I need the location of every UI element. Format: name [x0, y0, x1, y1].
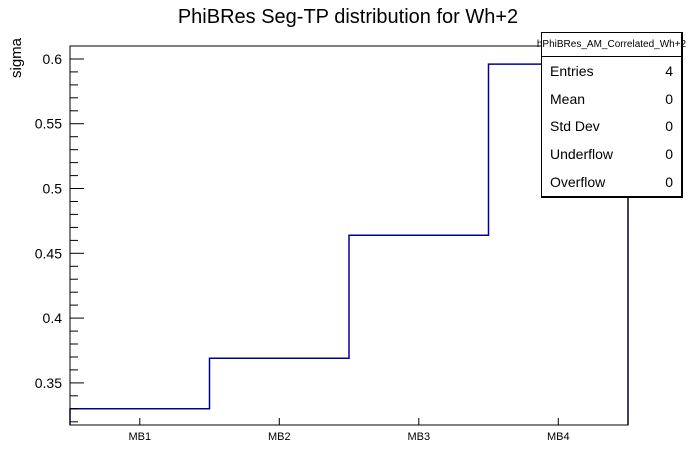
- y-tick-label: 0.45: [35, 245, 62, 261]
- plot-frame: [69, 45, 629, 426]
- stat-label: Mean: [550, 90, 586, 107]
- stat-label: Entries: [550, 62, 594, 79]
- stat-row: Entries 4: [542, 57, 681, 85]
- x-tick-label: MB2: [268, 431, 291, 443]
- chart-title: PhiBRes Seg-TP distribution for Wh+2: [177, 6, 519, 28]
- stat-value: 0: [665, 118, 673, 135]
- stat-label: Std Dev: [550, 118, 600, 135]
- stat-label: Overflow: [550, 174, 606, 191]
- x-tick-label: MB1: [128, 431, 151, 443]
- y-tick-label: 0.35: [35, 375, 62, 391]
- x-tick-label: MB3: [407, 431, 430, 443]
- stat-value: 4: [665, 62, 673, 79]
- stat-row: Underflow 0: [542, 140, 681, 168]
- stat-value: 0: [665, 90, 673, 107]
- stat-row: Overflow 0: [542, 168, 681, 196]
- stat-value: 0: [665, 174, 673, 191]
- stat-value: 0: [665, 146, 673, 163]
- stats-rows: Entries 4 Mean 0 Std Dev 0 Underflow 0 Overflow 0: [542, 57, 681, 196]
- stats-box: hPhiBRes_AM_Correlated_Wh+2 Entries 4 Mean…: [537, 32, 686, 198]
- x-tick-label: MB4: [547, 431, 570, 443]
- stat-row: Std Dev 0: [542, 113, 681, 141]
- y-tick-label: 0.6: [43, 51, 63, 67]
- stat-row: Mean 0: [542, 85, 681, 113]
- y-tick-label: 0.5: [43, 181, 63, 197]
- stats-box-title: hPhiBRes_AM_Correlated_Wh+2: [537, 33, 686, 57]
- y-tick-label: 0.4: [43, 310, 63, 326]
- stat-label: Underflow: [550, 146, 614, 163]
- y-tick-label: 0.55: [35, 116, 62, 132]
